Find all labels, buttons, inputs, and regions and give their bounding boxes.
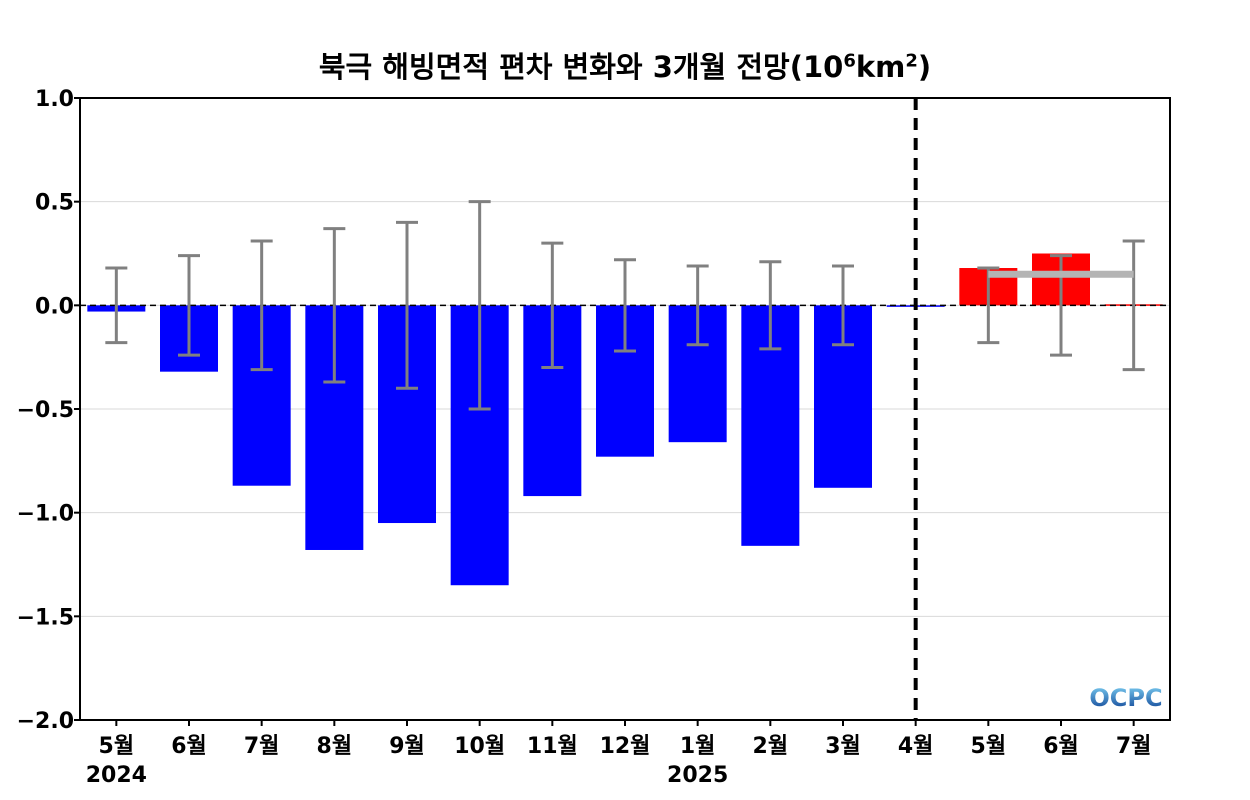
x-tick-label: 4월 — [898, 734, 934, 759]
error-bar — [686, 264, 709, 347]
chart-title: 북극 해빙면적 편차 변화와 3개월 전망(106km2) — [318, 50, 932, 84]
year-label: 2025 — [667, 763, 728, 788]
x-tick-label: 7월 — [244, 734, 280, 759]
x-tick-label: 8월 — [317, 734, 353, 759]
error-bar — [759, 260, 782, 351]
y-tick-label: 0.5 — [35, 191, 74, 216]
x-tick-label: 5월 — [971, 734, 1007, 759]
year-label: 2024 — [86, 763, 147, 788]
y-tick-label: −0.5 — [17, 398, 74, 423]
error-bar — [468, 200, 491, 411]
y-tick-label: −1.0 — [17, 502, 74, 527]
x-tick-label: 12월 — [600, 734, 651, 759]
x-tick-label: 1월 — [680, 734, 716, 759]
x-tick-label: 6월 — [171, 734, 207, 759]
error-bar — [1122, 239, 1145, 372]
x-tick-label: 9월 — [389, 734, 425, 759]
error-bar — [396, 220, 418, 390]
y-tick-label: 1.0 — [35, 87, 74, 112]
x-tick-label: 2월 — [753, 734, 789, 759]
error-bar — [614, 258, 636, 353]
y-tick-label: 0.0 — [35, 294, 74, 319]
error-bar — [250, 239, 273, 372]
bars — [87, 253, 1163, 586]
x-tick-label: 10월 — [454, 734, 505, 759]
ocpc-logo: OCPC — [1089, 684, 1162, 712]
error-bar — [541, 241, 564, 370]
x-tick-label: 11월 — [527, 734, 578, 759]
error-bar — [832, 264, 854, 347]
x-tick-label: 6월 — [1043, 734, 1079, 759]
error-bars — [105, 200, 1145, 411]
y-tick-label: −2.0 — [17, 709, 74, 734]
error-bar — [323, 227, 346, 384]
error-bar — [977, 266, 1000, 345]
x-tick-label: 5월 — [99, 734, 135, 759]
error-bar — [105, 266, 128, 345]
x-tick-label: 7월 — [1116, 734, 1152, 759]
error-bar — [178, 254, 200, 357]
axis-ticks: 1.0 0.5 0.0 −0.5 −1.0 −1.5 −2.0 5월 6월 7월 8월 9월 10월 11… — [17, 87, 1152, 788]
x-tick-label: 3월 — [825, 734, 861, 759]
y-tick-label: −1.5 — [17, 605, 74, 630]
